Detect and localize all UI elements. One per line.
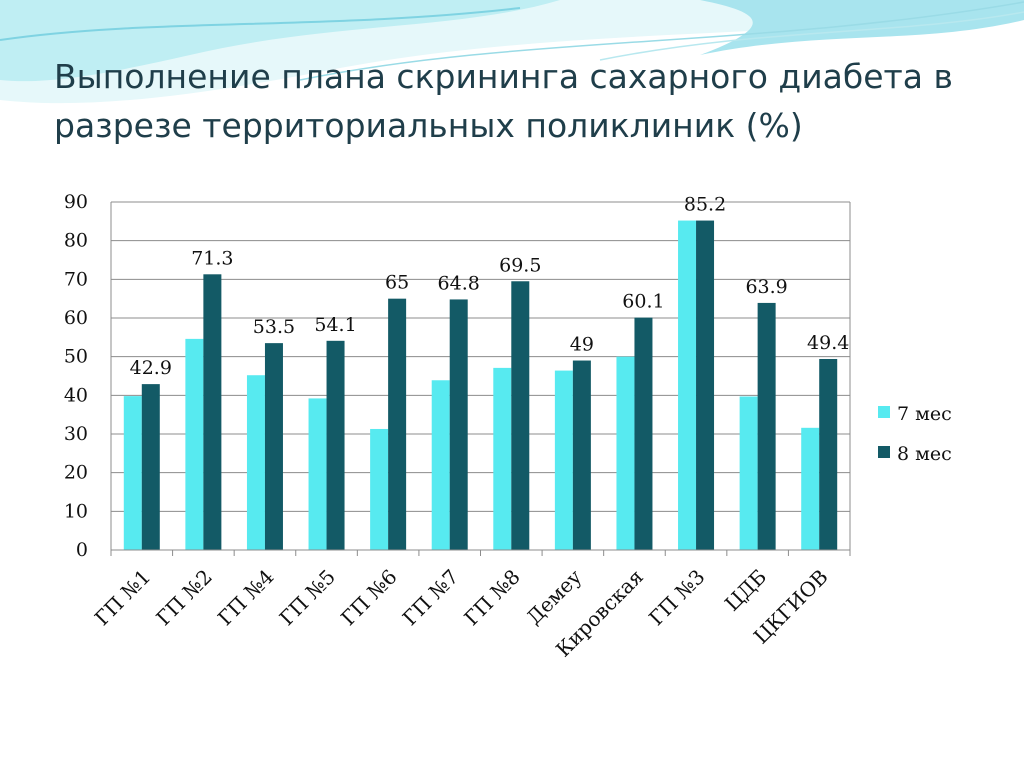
y-tick-label: 80 <box>64 230 88 252</box>
data-label: 49.4 <box>807 332 849 354</box>
data-label: 42.9 <box>130 357 172 379</box>
data-label: 69.5 <box>499 254 541 276</box>
x-category-label: ГП №8 <box>459 565 525 631</box>
bar-8-mes <box>757 302 776 550</box>
x-category-label: ЦДБ <box>720 565 771 616</box>
axes <box>110 202 851 556</box>
bar-7-mes <box>616 356 635 550</box>
legend-swatch-7-mes <box>878 406 890 418</box>
bar-7-mes <box>554 370 573 550</box>
bar-8-mes <box>696 220 715 550</box>
bar-8-mes <box>819 358 838 550</box>
bar-8-mes <box>141 384 160 550</box>
data-labels: 42.9 71.3 53.5 54.1 65 64.8 69.5 49 60.1 85.2 63.9… <box>130 194 850 380</box>
slide-title: Выполнение плана скрининга сахарного диа… <box>54 52 954 150</box>
legend-label-7-mes: 7 мес <box>897 403 952 425</box>
bar-8-mes <box>264 343 283 550</box>
x-category-label: ГП №1 <box>90 565 156 631</box>
data-label: 85.2 <box>684 194 726 216</box>
y-tick-label: 60 <box>64 307 88 329</box>
x-category-label: ГП №5 <box>275 565 341 631</box>
y-tick-label: 70 <box>64 268 88 290</box>
x-category-label: ГП №6 <box>336 565 402 631</box>
bar-7-mes <box>493 367 512 550</box>
y-tick-label: 0 <box>76 539 88 561</box>
bar-7-mes <box>246 375 265 550</box>
bar-7-mes <box>308 398 327 550</box>
legend: 7 мес 8 мес <box>878 403 952 465</box>
bar-8-mes <box>511 281 530 550</box>
bar-7-mes <box>370 428 389 550</box>
bar-8-mes <box>388 298 407 550</box>
bar-7-mes <box>739 396 758 550</box>
bar-8-mes <box>572 360 591 550</box>
bar-7-mes <box>678 220 697 550</box>
data-label: 60.1 <box>622 291 664 313</box>
data-label: 64.8 <box>438 272 480 294</box>
bar-7-mes <box>801 427 820 550</box>
x-category-label: ГП №3 <box>644 565 710 631</box>
data-label: 63.9 <box>745 276 787 298</box>
x-category-label: ГП №2 <box>151 565 217 631</box>
y-tick-label: 10 <box>64 500 88 522</box>
x-category-label: ГП №7 <box>398 565 464 631</box>
legend-swatch-8-mes <box>878 446 890 458</box>
y-tick-labels: 0 10 20 30 40 50 60 70 80 90 <box>64 191 88 561</box>
bar-8-mes <box>203 274 222 550</box>
data-label: 71.3 <box>191 247 233 269</box>
bar-8-mes <box>449 299 468 550</box>
y-tick-label: 90 <box>64 191 88 213</box>
bar-8-mes <box>326 340 345 550</box>
y-tick-label: 20 <box>64 462 88 484</box>
bar-7-mes <box>185 338 204 550</box>
bar-7-mes <box>431 380 450 550</box>
data-label: 53.5 <box>253 316 295 338</box>
y-tick-label: 30 <box>64 423 88 445</box>
data-label: 54.1 <box>314 314 356 336</box>
y-tick-label: 50 <box>64 346 88 368</box>
x-category-label: ГП №4 <box>213 565 279 631</box>
legend-label-8-mes: 8 мес <box>897 443 952 465</box>
bar-7-mes <box>123 396 142 550</box>
data-label: 49 <box>570 334 594 356</box>
bar-8-mes <box>634 317 653 550</box>
y-tick-label: 40 <box>64 384 88 406</box>
slide-title-line-2: разрезе территориальных поликлиник (%) <box>54 106 803 145</box>
data-label: 65 <box>385 272 409 294</box>
bars <box>123 220 838 550</box>
slide-title-line-1: Выполнение плана скрининга сахарного диа… <box>54 57 953 96</box>
